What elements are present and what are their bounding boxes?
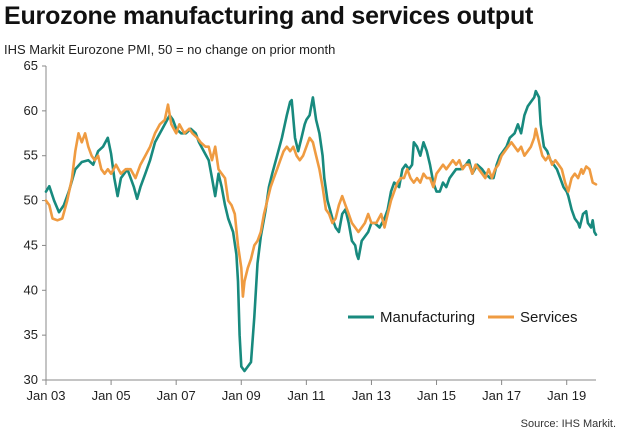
legend-label: Services [520,309,578,326]
x-tick-label: Jan 11 [287,388,325,403]
x-tick-label: Jan 07 [157,388,196,403]
series-line-manufacturing [44,89,598,373]
x-tick-label: Jan 09 [222,388,261,403]
x-tick-label: Jan 15 [417,388,456,403]
x-tick-label: Jan 13 [352,388,391,403]
legend-label: Manufacturing [380,309,475,326]
x-tick-label: Jan 05 [92,388,131,403]
chart-title: Eurozone manufacturing and services outp… [4,2,534,30]
y-tick-label: 35 [24,327,38,342]
y-tick-label: 45 [24,237,38,252]
x-tick-label: Jan 03 [26,388,65,403]
y-tick-label: 40 [24,282,38,297]
series-line-services [44,103,598,298]
chart-subtitle: IHS Markit Eurozone PMI, 50 = no change … [4,42,336,57]
series-layer [44,89,598,373]
chart-legend: Manufacturing Services [348,309,578,326]
x-tick-label: Jan 19 [547,388,586,403]
chart-source: Source: IHS Markit. [520,418,616,430]
x-tick-label: Jan 17 [482,388,521,403]
chart-axes: 30 35 40 45 50 55 60 65 Jan 03 Jan 05 Jan 07 Jan 09… [24,58,596,403]
y-tick-label: 65 [24,58,38,73]
y-tick-label: 30 [24,372,38,387]
y-tick-label: 55 [24,148,38,163]
y-tick-label: 60 [24,103,38,118]
y-tick-label: 50 [24,193,38,208]
